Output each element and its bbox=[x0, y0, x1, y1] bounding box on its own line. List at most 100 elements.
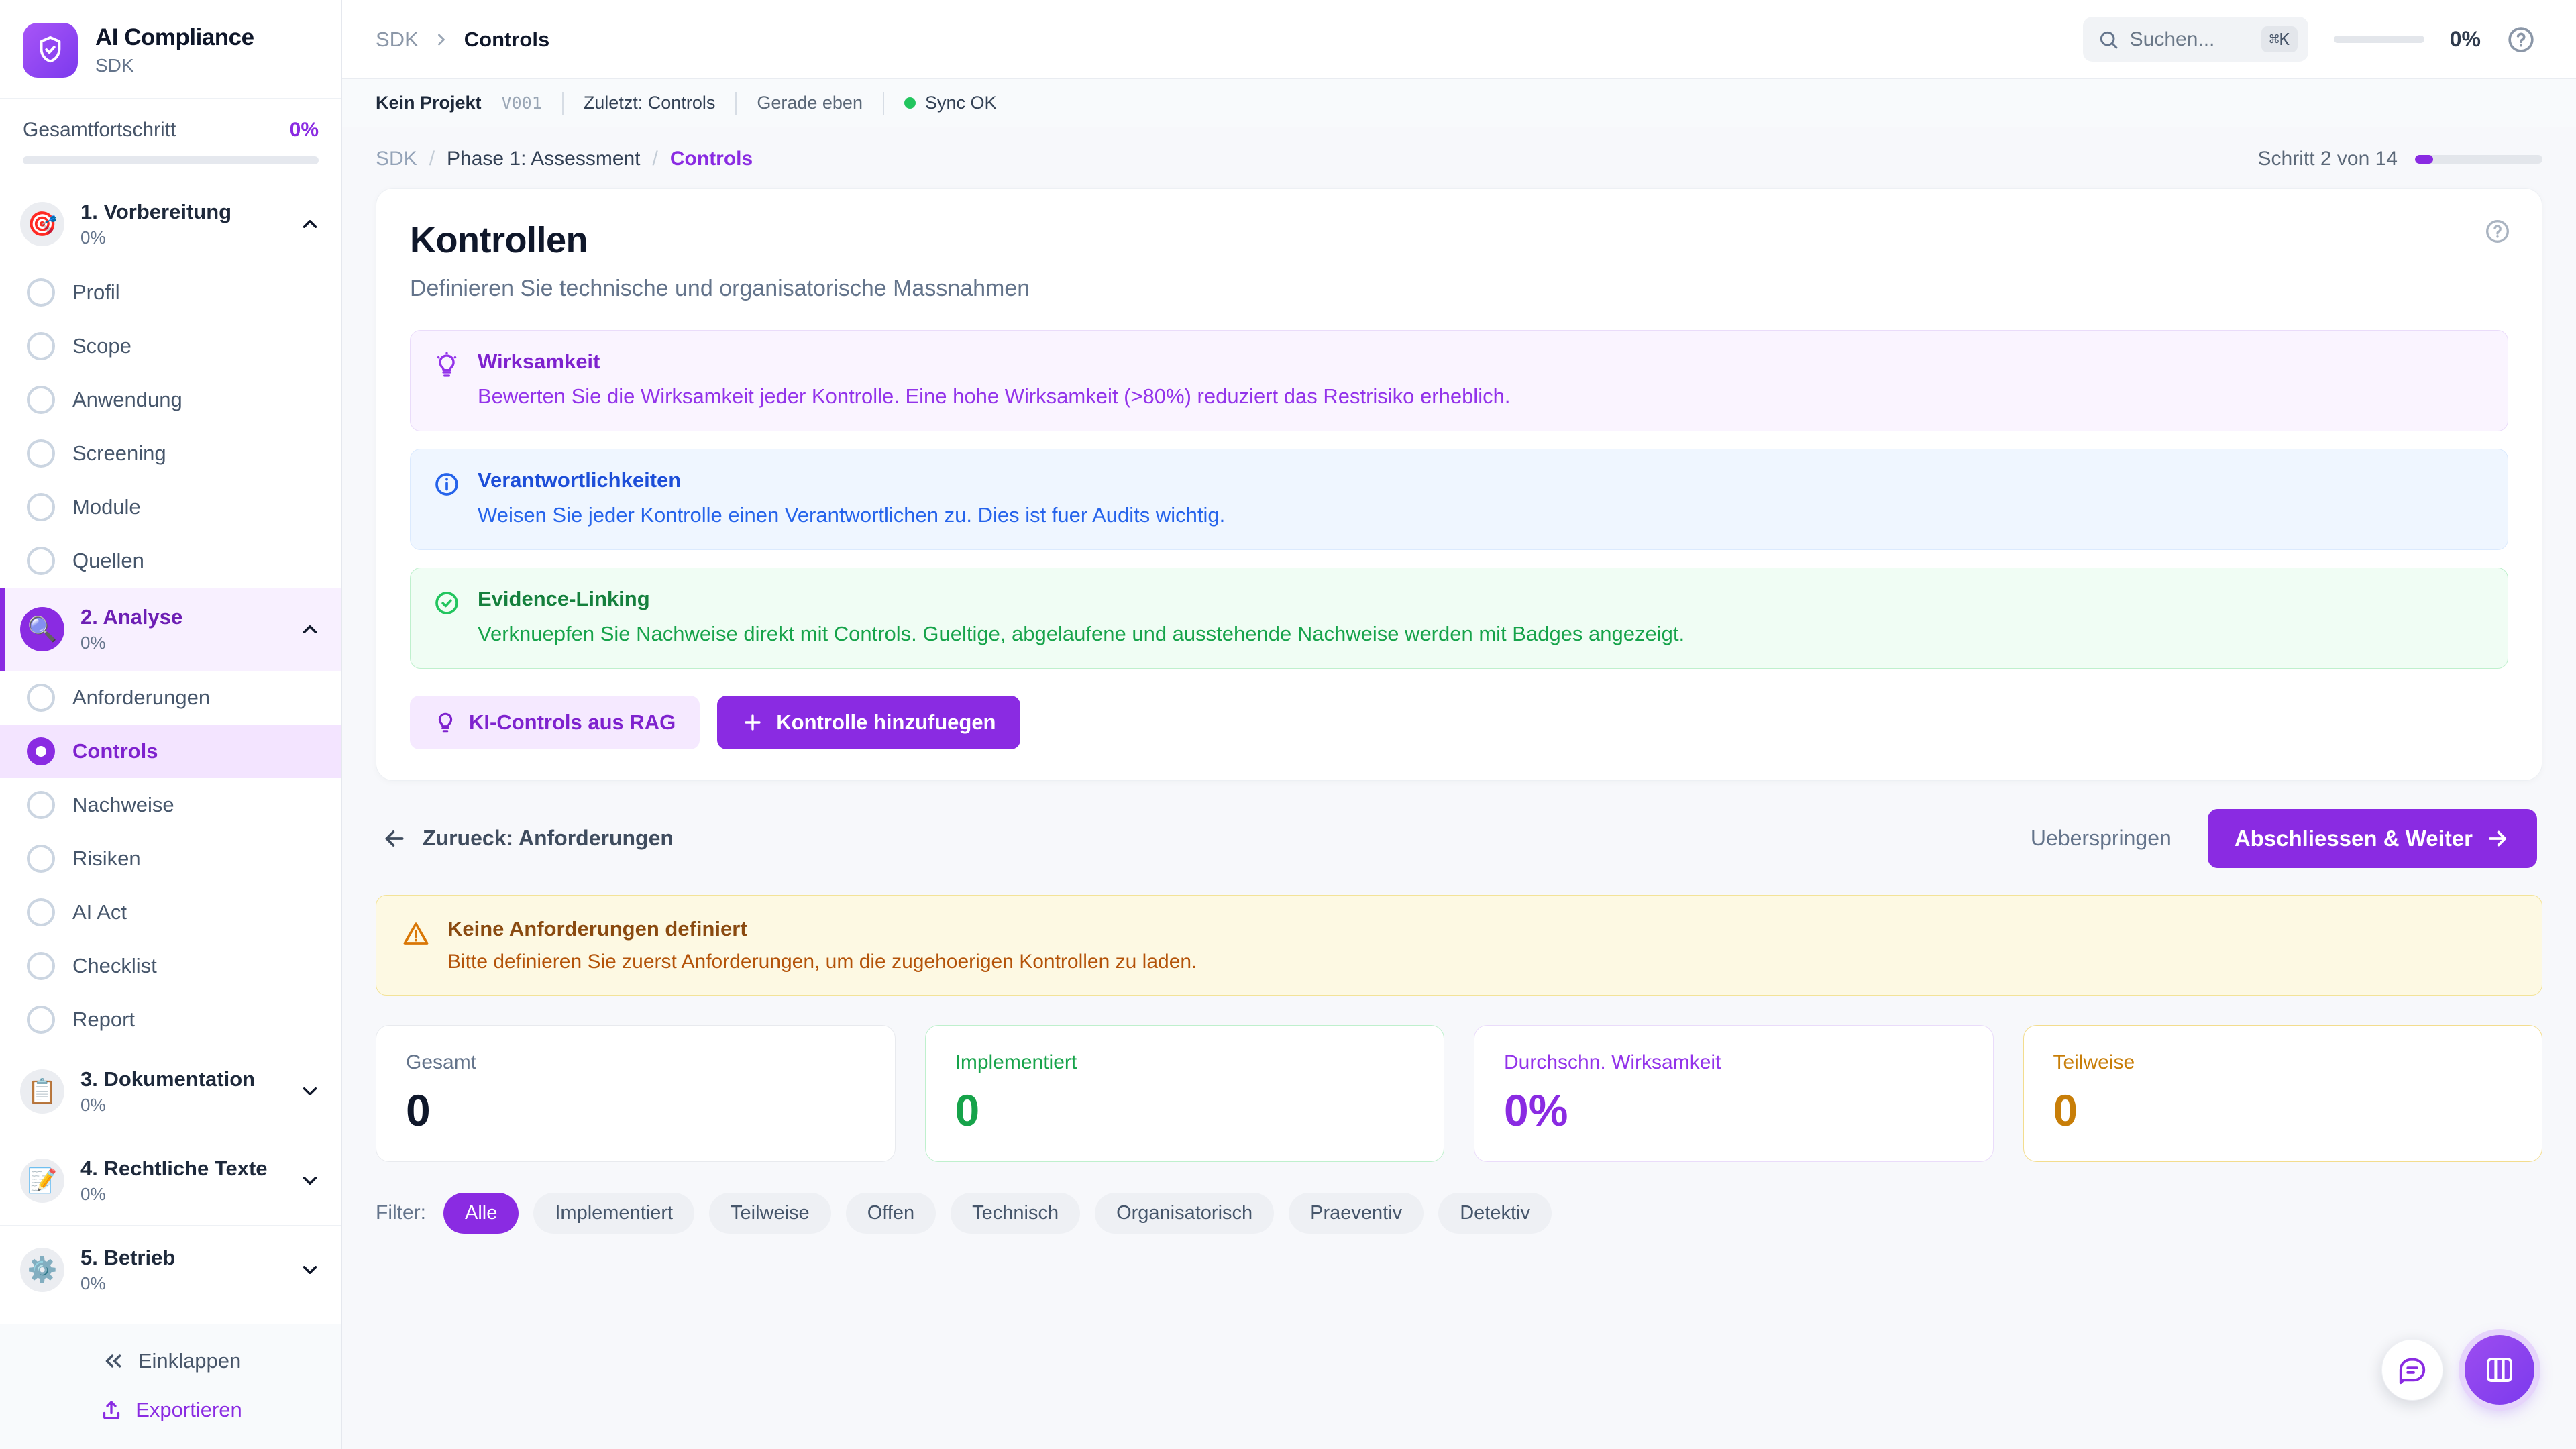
step-progress-fill bbox=[2415, 154, 2433, 164]
filter-chip-implementiert[interactable]: Implementiert bbox=[533, 1192, 695, 1234]
sidebar-item-screening[interactable]: Screening bbox=[0, 427, 341, 480]
page-breadcrumb: SDK / Phase 1: Assessment / Controls bbox=[376, 148, 753, 170]
stats-row: Gesamt 0 Implementiert 0 Durchschn. Wirk… bbox=[376, 1024, 2542, 1162]
radio-selected-icon bbox=[27, 737, 55, 765]
warning-title: Keine Anforderungen definiert bbox=[447, 916, 747, 941]
search-input[interactable] bbox=[2129, 28, 2251, 51]
clipboard-icon: 📋 bbox=[20, 1069, 64, 1114]
header-progress-track bbox=[2333, 36, 2424, 43]
sidebar-item-profil[interactable]: Profil bbox=[0, 266, 341, 319]
arrow-right-icon bbox=[2485, 826, 2510, 851]
last-step-label: Zuletzt: Controls bbox=[583, 93, 716, 113]
app-logo bbox=[23, 23, 78, 78]
lightbulb-icon bbox=[434, 711, 457, 734]
radio-icon bbox=[27, 791, 55, 819]
step-label: Schritt 2 von 14 bbox=[2257, 148, 2398, 170]
filter-label: Filter: bbox=[376, 1201, 426, 1224]
sidebar-item-controls[interactable]: Controls bbox=[0, 724, 341, 778]
breadcrumb-sdk[interactable]: SDK bbox=[376, 148, 417, 170]
sidebar-item-scope[interactable]: Scope bbox=[0, 319, 341, 373]
check-circle-icon bbox=[433, 590, 460, 616]
overall-progress-label: Gesamtfortschritt bbox=[23, 119, 176, 141]
sync-ok-dot bbox=[904, 97, 916, 109]
infobox-wirksamkeit: Wirksamkeit Bewerten Sie die Wirksamkeit… bbox=[410, 330, 2508, 431]
chevron-down-icon[interactable] bbox=[299, 1258, 321, 1281]
sidebar-item-anwendung[interactable]: Anwendung bbox=[0, 373, 341, 427]
overall-progress: Gesamtfortschritt 0% bbox=[0, 99, 341, 182]
radio-icon bbox=[27, 952, 55, 980]
infobox-text: Verknuepfen Sie Nachweise direkt mit Con… bbox=[478, 621, 1685, 645]
finish-next-button[interactable]: Abschliessen & Weiter bbox=[2207, 808, 2537, 868]
add-control-button[interactable]: Kontrolle hinzufuegen bbox=[717, 695, 1020, 749]
chevron-down-icon[interactable] bbox=[299, 1169, 321, 1192]
radio-icon bbox=[27, 898, 55, 926]
search-box[interactable]: ⌘K bbox=[2082, 17, 2308, 62]
no-requirements-warning: Keine Anforderungen definiert Bitte defi… bbox=[376, 894, 2542, 996]
help-icon[interactable] bbox=[2506, 25, 2536, 54]
filter-chip-offen[interactable]: Offen bbox=[845, 1192, 936, 1234]
sidebar-item-module[interactable]: Module bbox=[0, 480, 341, 534]
sidebar-section-analyse[interactable]: 🔍 2. Analyse 0% bbox=[0, 588, 341, 671]
arrow-left-icon bbox=[381, 825, 408, 852]
card-help-icon[interactable] bbox=[2484, 218, 2511, 245]
section-title: 2. Analyse bbox=[80, 605, 183, 629]
header-progress-value: 0% bbox=[2449, 27, 2481, 51]
radio-icon bbox=[27, 332, 55, 360]
infobox-verantwortlichkeiten: Verantwortlichkeiten Weisen Sie jeder Ko… bbox=[410, 448, 2508, 550]
breadcrumb-controls: Controls bbox=[669, 148, 753, 170]
section-progress: 0% bbox=[80, 227, 106, 248]
back-button[interactable]: Zurueck: Anforderungen bbox=[381, 825, 674, 852]
layout-columns-button[interactable] bbox=[2465, 1335, 2534, 1405]
filter-chip-technisch[interactable]: Technisch bbox=[951, 1192, 1081, 1234]
double-chevron-left-icon bbox=[101, 1348, 126, 1374]
page-title: Kontrollen bbox=[410, 220, 588, 260]
ki-controls-rag-button[interactable]: KI-Controls aus RAG bbox=[410, 695, 700, 749]
chat-button[interactable] bbox=[2381, 1339, 2443, 1401]
sidebar-section-betrieb[interactable]: ⚙️ 5. Betrieb 0% bbox=[0, 1225, 341, 1314]
sidebar-item-risiken[interactable]: Risiken bbox=[0, 832, 341, 885]
section-progress: 0% bbox=[80, 633, 106, 653]
filter-chip-alle[interactable]: Alle bbox=[443, 1192, 519, 1234]
filter-chip-teilweise[interactable]: Teilweise bbox=[709, 1192, 831, 1234]
columns-icon bbox=[2483, 1354, 2516, 1386]
stat-card-gesamt: Gesamt 0 bbox=[376, 1024, 896, 1162]
step-progress: Schritt 2 von 14 bbox=[2258, 148, 2542, 170]
export-button[interactable]: Exportieren bbox=[99, 1398, 242, 1422]
filter-chip-detektiv[interactable]: Detektiv bbox=[1438, 1192, 1552, 1234]
sync-status: Sync OK bbox=[904, 93, 997, 113]
sidebar-section-rechtliche-texte[interactable]: 📝 4. Rechtliche Texte 0% bbox=[0, 1136, 341, 1225]
sidebar-item-checklist[interactable]: Checklist bbox=[0, 939, 341, 993]
chevron-down-icon[interactable] bbox=[299, 1080, 321, 1103]
wizard-nav: Zurueck: Anforderungen Ueberspringen Abs… bbox=[381, 808, 2537, 868]
sidebar-item-nachweise[interactable]: Nachweise bbox=[0, 778, 341, 832]
overall-progress-value: 0% bbox=[289, 119, 319, 141]
step-progress-track bbox=[2415, 154, 2542, 164]
radio-icon bbox=[27, 1006, 55, 1034]
radio-icon bbox=[27, 493, 55, 521]
page-subtitle: Definieren Sie technische und organisato… bbox=[410, 276, 1030, 301]
sidebar-footer: Einklappen Exportieren bbox=[0, 1324, 341, 1449]
filter-chip-organisatorisch[interactable]: Organisatorisch bbox=[1095, 1192, 1275, 1234]
sidebar-section-dokumentation[interactable]: 📋 3. Dokumentation 0% bbox=[0, 1046, 341, 1136]
radio-icon bbox=[27, 845, 55, 873]
breadcrumb-phase[interactable]: Phase 1: Assessment bbox=[447, 148, 641, 170]
app-header: AI Compliance SDK bbox=[0, 0, 341, 99]
sidebar-nav: 🎯 1. Vorbereitung 0% Profil Scope Anwend… bbox=[0, 182, 341, 1324]
collapse-sidebar-button[interactable]: Einklappen bbox=[101, 1348, 241, 1374]
filter-chip-praeventiv[interactable]: Praeventiv bbox=[1289, 1192, 1424, 1234]
sidebar-item-anforderungen[interactable]: Anforderungen bbox=[0, 671, 341, 724]
sidebar-section-vorbereitung[interactable]: 🎯 1. Vorbereitung 0% bbox=[0, 182, 341, 266]
breadcrumb-root[interactable]: SDK bbox=[376, 27, 419, 51]
infobox-text: Weisen Sie jeder Kontrolle einen Verantw… bbox=[478, 502, 1226, 527]
chevron-up-icon[interactable] bbox=[299, 213, 321, 235]
sidebar-item-ai-act[interactable]: AI Act bbox=[0, 885, 341, 939]
infobox-title: Verantwortlichkeiten bbox=[478, 468, 682, 492]
shortcut-badge: ⌘K bbox=[2261, 26, 2298, 52]
sidebar-item-report[interactable]: Report bbox=[0, 993, 341, 1046]
skip-button[interactable]: Ueberspringen bbox=[2030, 826, 2171, 851]
upload-icon bbox=[99, 1398, 123, 1422]
app-subtitle: SDK bbox=[95, 55, 134, 76]
sidebar-item-quellen[interactable]: Quellen bbox=[0, 534, 341, 588]
chevron-up-icon[interactable] bbox=[299, 618, 321, 641]
infobox-title: Evidence-Linking bbox=[478, 586, 650, 610]
